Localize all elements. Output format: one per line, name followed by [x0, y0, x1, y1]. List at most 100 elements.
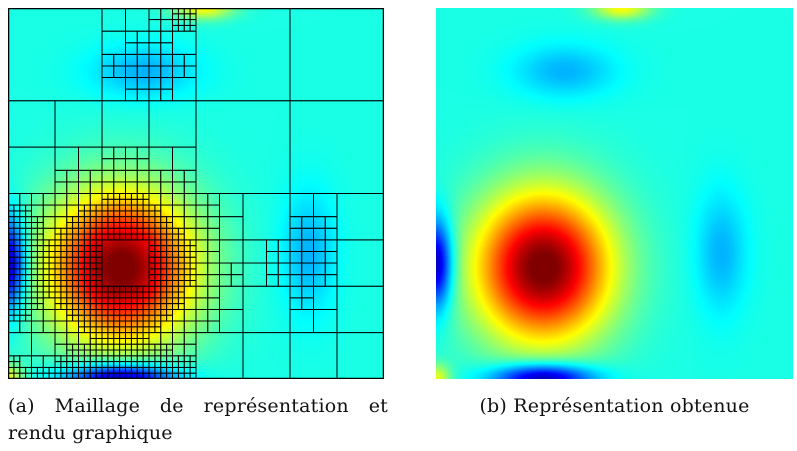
- mesh-cell: [36, 216, 44, 223]
- mesh-cell: [19, 285, 27, 293]
- mesh-cell: [89, 308, 97, 316]
- mesh-cell: [177, 256, 185, 264]
- mesh-cell: [95, 337, 103, 345]
- mesh-cell: [101, 361, 109, 368]
- mesh-cell: [195, 216, 209, 229]
- mesh-cell: [136, 332, 144, 339]
- mesh-cell: [324, 251, 338, 264]
- mesh-cell: [172, 262, 179, 270]
- mesh-cell: [119, 297, 126, 305]
- mesh-cell: [136, 349, 144, 357]
- mesh-cell: [142, 227, 150, 235]
- mesh-cell: [25, 251, 32, 258]
- mesh-cell: [72, 291, 79, 299]
- mesh-cell: [160, 262, 168, 270]
- mesh-cell: [107, 308, 115, 316]
- mesh-cell: [219, 285, 244, 310]
- mesh-cell: [95, 256, 103, 264]
- mesh-cell: [113, 349, 121, 357]
- mesh-cell: [42, 366, 50, 374]
- mesh-cell: [25, 233, 32, 241]
- mesh-cell: [125, 216, 132, 223]
- mesh-cell: [72, 262, 79, 270]
- mesh-cell: [195, 262, 209, 276]
- mesh-cell: [119, 210, 126, 218]
- mesh-cell: [89, 227, 97, 235]
- mesh-cell: [83, 349, 91, 357]
- mesh-cell: [160, 216, 168, 223]
- mesh-cell: [72, 280, 79, 287]
- mesh-cell: [54, 268, 62, 276]
- mesh-cell: [19, 308, 27, 316]
- mesh-cell: [95, 361, 103, 368]
- mesh-cell: [66, 181, 79, 194]
- mesh-cell: [195, 193, 209, 206]
- mesh-cell: [119, 193, 126, 200]
- mesh-cell: [78, 326, 85, 334]
- mesh-cell: [89, 285, 97, 293]
- mesh-cell: [89, 337, 97, 345]
- mesh-cell: [72, 349, 79, 357]
- mesh-cell: [160, 320, 173, 334]
- mesh-cell: [42, 291, 50, 299]
- mesh-cell: [83, 216, 91, 223]
- mesh-cell: [183, 53, 197, 67]
- mesh-cell: [113, 210, 121, 218]
- mesh-cell: [54, 303, 62, 310]
- mesh-cell: [95, 366, 103, 374]
- mesh-cell: [219, 193, 244, 218]
- mesh-cell: [66, 366, 74, 374]
- mesh-cell: [54, 146, 79, 171]
- mesh-cell: [113, 53, 126, 67]
- mesh-cell: [95, 280, 103, 287]
- mesh-cell: [177, 285, 185, 293]
- mesh-cell: [31, 233, 38, 241]
- mesh-cell: [83, 320, 91, 328]
- mesh-cell: [83, 245, 91, 252]
- mesh-cell: [54, 274, 62, 281]
- mesh-cell: [154, 314, 162, 322]
- mesh-cell: [42, 285, 50, 293]
- mesh-cell: [66, 216, 74, 223]
- mesh-cell: [101, 239, 150, 287]
- mesh-cell: [83, 268, 91, 276]
- mesh-cell: [42, 256, 50, 264]
- mesh-cell: [25, 262, 32, 270]
- mesh-cell: [142, 216, 150, 223]
- mesh-cell: [154, 303, 162, 310]
- field-colormap-image: [436, 8, 793, 379]
- mesh-cell: [324, 274, 338, 287]
- mesh-cell: [136, 158, 150, 171]
- mesh-cell: [177, 291, 185, 299]
- mesh-cell: [54, 227, 62, 235]
- mesh-cell: [107, 314, 115, 322]
- mesh-cell: [42, 239, 50, 247]
- mesh-cell: [148, 216, 156, 223]
- mesh-cell: [266, 239, 279, 252]
- mesh-cell: [136, 320, 144, 328]
- mesh-cell: [25, 268, 32, 276]
- mesh-cell: [66, 314, 74, 322]
- mesh-cell: [119, 303, 126, 310]
- mesh-cell: [119, 227, 126, 235]
- mesh-cell: [19, 314, 27, 322]
- mesh-cell: [48, 285, 56, 293]
- mesh-cell: [166, 227, 173, 235]
- mesh-cell: [66, 274, 74, 281]
- mesh-cell: [66, 256, 74, 264]
- mesh-cell: [136, 337, 144, 345]
- mesh-cell: [125, 65, 138, 79]
- mesh-cell: [177, 19, 185, 26]
- mesh-cell: [60, 262, 68, 270]
- mesh-cell: [36, 233, 44, 241]
- mesh-cell: [89, 216, 97, 223]
- mesh-cell: [148, 181, 162, 194]
- mesh-cell: [207, 193, 220, 206]
- mesh-cell: [148, 8, 162, 21]
- mesh-cell: [42, 280, 50, 287]
- mesh-cell: [107, 233, 115, 241]
- mesh-cell: [136, 314, 144, 322]
- mesh-cell: [95, 227, 103, 235]
- mesh-cell: [95, 308, 103, 316]
- mesh-cell: [60, 285, 68, 293]
